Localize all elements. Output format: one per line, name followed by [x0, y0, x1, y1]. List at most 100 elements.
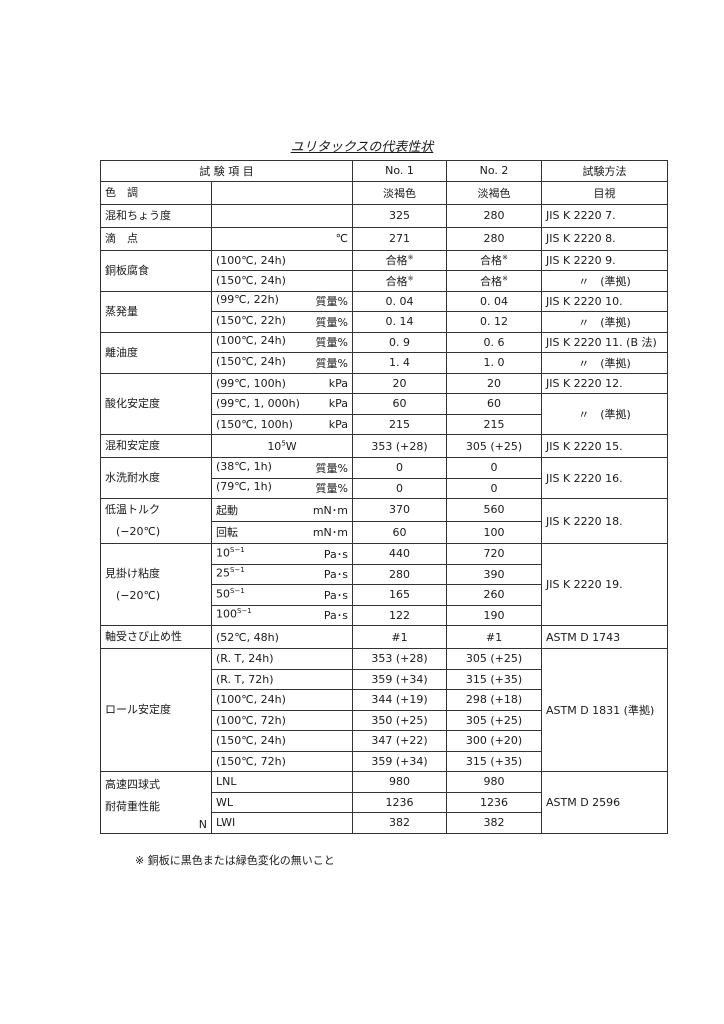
- condition-text: (R. T, 24h): [216, 652, 274, 666]
- condition-text: (150℃, 72h): [216, 754, 286, 768]
- value-no1: 325: [352, 203, 447, 228]
- value-no1: 122: [352, 604, 447, 626]
- test-method: 〃 (準拠): [541, 352, 668, 374]
- condition: (99℃, 100h): [216, 377, 286, 390]
- condition-cell: 10S−1 Pa･s: [211, 543, 353, 565]
- header-no2: No. 2: [446, 160, 542, 182]
- condition-cell: (150℃, 72h): [211, 750, 353, 772]
- value-no1: 165: [352, 584, 447, 606]
- table-row: 混和ちょう度 325 280 JIS K 2220 7.: [100, 203, 668, 228]
- test-method: 〃 (準拠): [541, 311, 668, 333]
- header-row: 試 験 項 目 No. 1 No. 2 試験方法: [100, 160, 668, 182]
- condition-superscript: S−1: [230, 545, 245, 554]
- item-label-line: 低温トルク: [105, 503, 160, 516]
- table-row: 離油度 (100℃, 24h) 質量% 0. 9 0. 6 JIS K 2220 11. …: [100, 331, 668, 374]
- value-no1: 353 (+28): [352, 648, 447, 670]
- condition-cell: 25S−1 Pa･s: [211, 563, 353, 585]
- value-no1: 280: [352, 563, 447, 585]
- table-row: (99℃, 1, 000h) kPa 60 60 〃 (準拠): [101, 393, 668, 435]
- table-row: (100℃, 72h) 350 (+25) 305 (+25): [101, 709, 668, 731]
- condition-cell: (99℃, 22h) 質量%: [211, 290, 353, 312]
- condition-cell: (150℃, 24h) 質量%: [211, 352, 353, 374]
- value-no1: 0. 9: [352, 331, 447, 353]
- test-method: ASTM D 1743: [541, 625, 668, 649]
- value-no2: 305 (+25): [446, 709, 542, 731]
- condition-cell: 100S−1 Pa･s: [211, 604, 353, 626]
- condition: (100℃, 24h): [216, 693, 286, 706]
- condition-cell: [211, 180, 353, 205]
- item-label-line: (−20℃): [105, 525, 161, 538]
- table-row: WL 1236 1236: [101, 791, 668, 813]
- item-label-line: 軸受さび止め性: [105, 630, 182, 643]
- condition: (150℃, 100h): [216, 418, 293, 431]
- value-no1: 359 (+34): [352, 668, 447, 690]
- condition: (38℃, 1h): [216, 460, 272, 476]
- condition-cell: (150℃, 100h) kPa: [211, 413, 353, 435]
- value-no1: 0. 14: [352, 311, 447, 333]
- item-label: 見掛け粘度 (−20℃): [100, 543, 212, 626]
- header-no1: No. 1: [352, 160, 447, 182]
- value-no1: 353 (+28): [352, 434, 447, 458]
- unit: 質量%: [315, 295, 348, 309]
- table-row: 軸受さび止め性 (52℃, 48h) #1 #1 ASTM D 1743: [100, 625, 668, 649]
- condition-cell: (R. T, 72h): [211, 668, 353, 690]
- unit: Pa･s: [323, 547, 348, 561]
- condition-text: 回転: [216, 526, 238, 540]
- condition: (150℃, 24h): [216, 355, 286, 371]
- condition-text: (79℃, 1h): [216, 480, 272, 494]
- condition-text: (150℃, 24h): [216, 734, 286, 748]
- unit: mN･m: [312, 526, 348, 540]
- value-no1: 淡褐色: [352, 180, 447, 205]
- unit: ℃: [335, 232, 348, 245]
- value-no1: 344 (+19): [352, 689, 447, 711]
- footnote-mark: ※: [502, 274, 508, 283]
- test-method: 〃 (準拠): [541, 270, 668, 292]
- condition-cell: [211, 203, 353, 228]
- condition-suffix: W: [285, 439, 297, 453]
- test-method: ASTM D 2596: [541, 771, 668, 834]
- value-no1: 359 (+34): [352, 750, 447, 772]
- value-no2: 305 (+25): [446, 434, 542, 458]
- condition: 25S−1: [216, 566, 245, 582]
- condition: (150℃, 22h): [216, 314, 286, 330]
- condition-text: WL: [216, 795, 234, 809]
- condition-text: (100℃, 72h): [216, 713, 286, 727]
- item-label: 離油度: [100, 331, 212, 374]
- condition-superscript: S−1: [237, 607, 252, 616]
- footnote-mark: ※: [407, 274, 414, 283]
- item-label: 色 調: [100, 180, 212, 205]
- table-row: 色 調淡褐色 淡褐色 目視: [100, 180, 668, 205]
- value-no1: 20: [352, 372, 447, 394]
- value-no2: 淡褐色: [446, 180, 542, 205]
- table-row: 蒸発量 (99℃, 22h) 質量% 0. 04 0. 04 JIS K 2220 10.: [100, 290, 668, 333]
- condition-text: LNL: [216, 775, 237, 789]
- value-no1: 1236: [352, 791, 447, 813]
- table-row: 滴 点 ℃ 271 280 JIS K 2220 8.: [100, 226, 668, 251]
- item-label-line: 混和安定度: [105, 439, 160, 452]
- table-row: 50S−1 Pa･s 165 260: [101, 584, 668, 606]
- table-row: (150℃, 22h) 質量% 0. 14 0. 12 〃 (準拠): [101, 311, 668, 333]
- condition: LNL: [216, 775, 237, 788]
- condition: 10S−1: [216, 546, 245, 562]
- condition-superscript: 5: [281, 439, 286, 448]
- value-no1: 350 (+25): [352, 709, 447, 731]
- item-label-line: 銅板腐食: [105, 263, 149, 277]
- condition-text: (99℃, 100h): [216, 376, 286, 390]
- test-method: JIS K 2220 7.: [541, 203, 668, 228]
- value-no2: 390: [446, 563, 542, 585]
- value-no2: 280: [446, 226, 542, 251]
- item-label-line: 滴 点: [105, 231, 138, 245]
- condition-text: 25: [216, 566, 230, 580]
- item-label: 銅板腐食: [100, 249, 212, 292]
- value-no1: 0. 04: [352, 290, 447, 312]
- condition-cell: (150℃, 22h) 質量%: [211, 311, 353, 333]
- value-no2: 980: [446, 771, 542, 793]
- condition-cell: (100℃, 72h): [211, 709, 353, 731]
- table-row: (150℃, 24h) 347 (+22) 300 (+20): [101, 730, 668, 752]
- value-no2: 0. 6: [446, 331, 542, 353]
- table-row: 見掛け粘度 (−20℃) 10S−1 Pa･s 440 720 JIS K 2220 19…: [100, 543, 668, 626]
- condition: (100℃, 24h): [216, 334, 286, 350]
- value-no2: 315 (+35): [446, 750, 542, 772]
- value-no1: 60: [352, 393, 447, 415]
- condition: (150℃, 24h): [216, 734, 286, 747]
